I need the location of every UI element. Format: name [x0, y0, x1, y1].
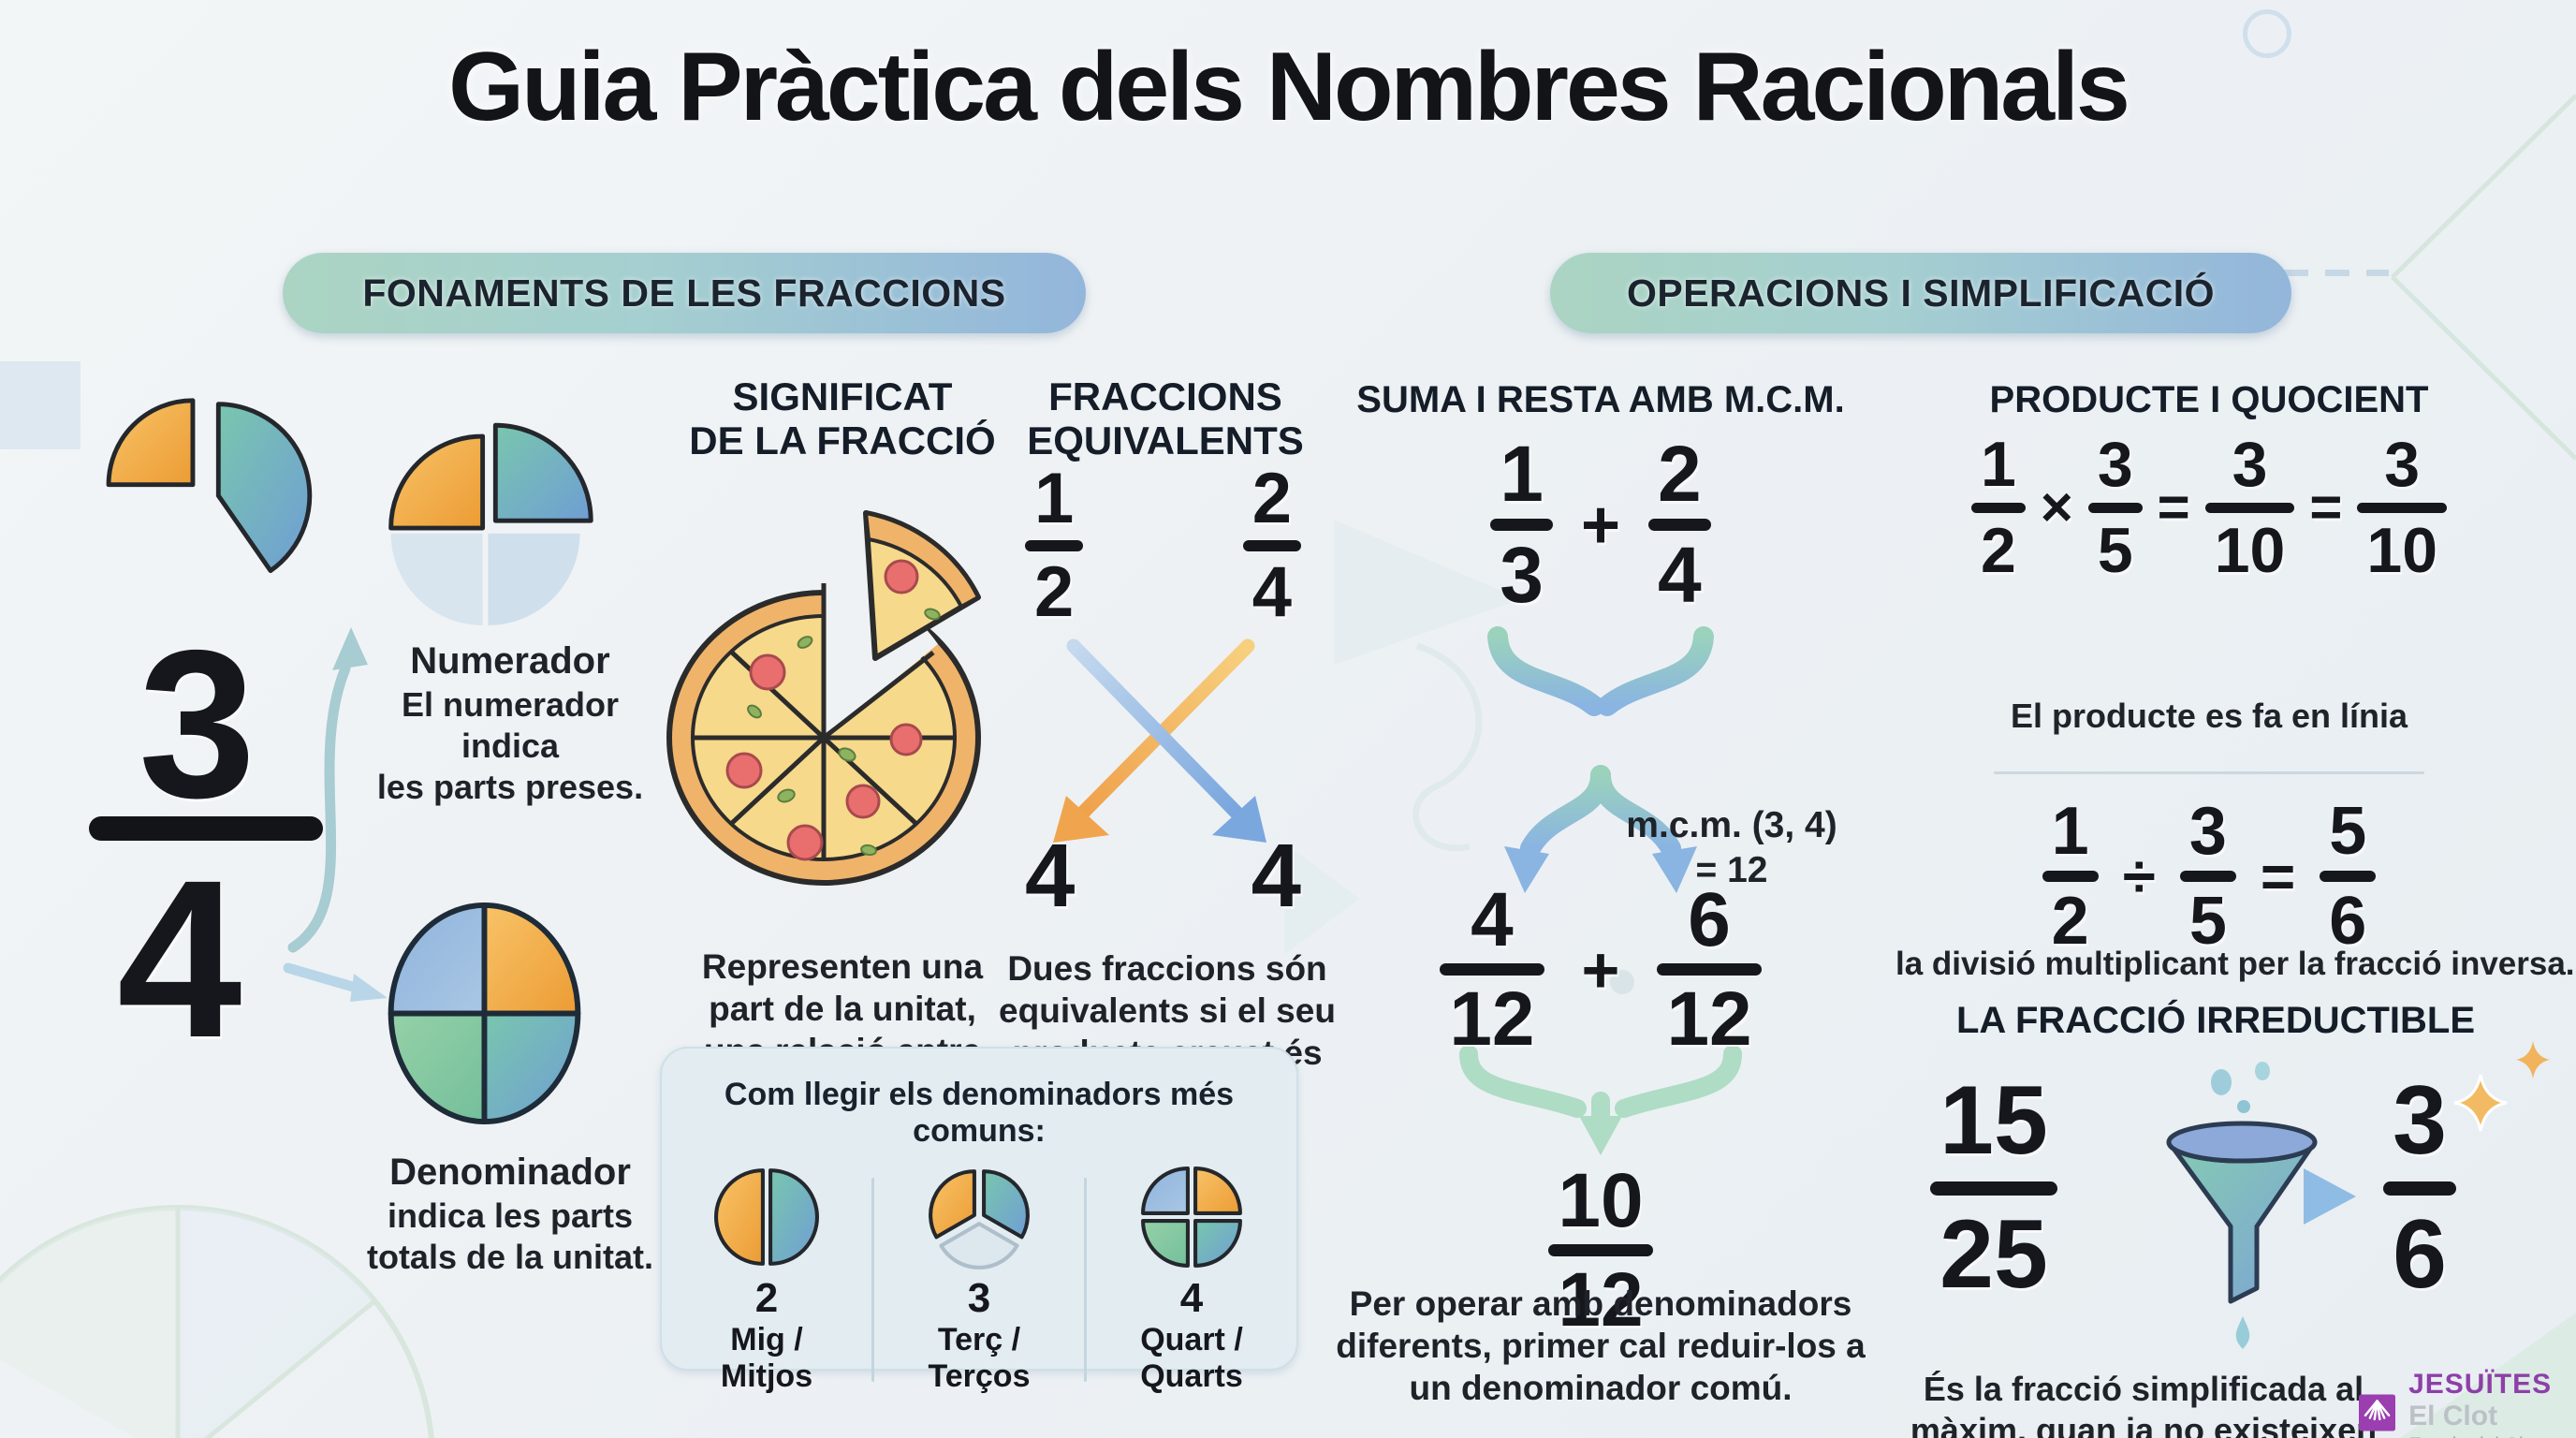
- cross-product-right: 4: [1251, 826, 1301, 926]
- section-pill-operacions: OPERACIONS I SIMPLIFICACIÓ: [1550, 253, 2291, 333]
- plus-operator: +: [1581, 932, 1620, 1006]
- logo-text: JESUÏTES El Clot Escola del Clot: [2408, 1369, 2576, 1438]
- section-pill-fonaments: FONAMENTS DE LES FRACCIONS: [283, 253, 1086, 333]
- denominator-item-2: 2 Mig / Mitjos: [662, 1165, 871, 1395]
- heading-equivalents: FRACCIONS EQUIVALENTS: [1027, 374, 1304, 463]
- irreductible-from: 15 25: [1910, 1072, 2078, 1302]
- pie-quarters-icon: [388, 902, 581, 1124]
- example-fraction-bar: [89, 816, 323, 841]
- suma-result: 10 12: [1530, 1162, 1671, 1339]
- numerator-title: Numerador: [410, 640, 610, 682]
- decor-circle-outline: [2243, 9, 2291, 58]
- divider: [1084, 1178, 1087, 1383]
- divide-operator: ÷: [2122, 843, 2156, 911]
- cross-product-left: 4: [1025, 826, 1076, 926]
- numerator-desc-line2: les parts preses.: [376, 767, 644, 806]
- decor-swirl: [1412, 642, 1483, 852]
- straight-arrow-icon: [283, 962, 388, 1002]
- quotient-note: la divisió multiplicant per la fracció i…: [1895, 946, 2575, 982]
- pie-halves-icon: [714, 1168, 819, 1266]
- mcm-note: m.c.m. (3, 4) = 12: [1626, 805, 1837, 890]
- denominator-label-block: Denominador indica les parts totals de l…: [351, 1150, 669, 1278]
- example-numerator: 3: [139, 606, 256, 842]
- divider: [871, 1178, 874, 1383]
- denominator-desc-line2: totals de la unitat.: [366, 1237, 654, 1276]
- equals-operator: =: [2309, 476, 2343, 539]
- fraction-3-10b: 3 10: [2357, 433, 2448, 581]
- decor-diamond: [2391, 94, 2576, 461]
- pie-thirds-icon: [929, 1169, 1030, 1269]
- decor-chevron: [1284, 843, 1359, 955]
- numerator-label-block: Numerador El numerador indica les parts …: [351, 638, 669, 808]
- cross-products-row: 4 4: [1025, 831, 1301, 921]
- fraction-6-12: 6 12: [1657, 881, 1762, 1058]
- decor-dashed-line: [2243, 270, 2389, 276]
- equals-operator: =: [2157, 476, 2190, 539]
- fraction-15-25: 15 25: [1930, 1072, 2057, 1302]
- decor-square: [0, 361, 80, 449]
- plus-operator: +: [1580, 487, 1621, 563]
- denominator-item-4: 4 Quart / Quarts: [1087, 1165, 1296, 1395]
- school-logo: JESUÏTES El Clot Escola del Clot: [2359, 1369, 2576, 1438]
- pie-three-quarters-icon: [388, 422, 593, 625]
- cross-arrows-icon: [1053, 638, 1266, 843]
- irreductible-desc: És la fracció simplificada al màxim, qua…: [1910, 1370, 2378, 1438]
- denominators-box-title: Com llegir els denominadors més comuns:: [724, 1077, 1235, 1149]
- converge-split-arrow-icon: [1487, 626, 1714, 893]
- fraction-4-12: 4 12: [1440, 881, 1544, 1058]
- pizza-icon: [666, 510, 981, 886]
- suma-desc: Per operar amb denominadors diferents, p…: [1336, 1284, 1866, 1408]
- fraction-10-12: 10 12: [1548, 1162, 1653, 1339]
- divider: [1994, 771, 2424, 774]
- decor-pie-outline: [0, 1205, 434, 1438]
- logo-brand-suffix: El Clot: [2408, 1401, 2498, 1431]
- fraction-3-10a: 3 10: [2204, 433, 2295, 581]
- numerator-desc-line1: El numerador indica: [401, 684, 620, 765]
- heading-significat: SIGNIFICAT DE LA FRACCIÓ: [689, 374, 996, 463]
- equals-operator: =: [2260, 843, 2296, 911]
- logo-subtitle: Escola del Clot: [2408, 1434, 2576, 1438]
- denominator-desc-line1: indica les parts: [387, 1196, 634, 1235]
- decor-corner-triangle: [2400, 1313, 2576, 1438]
- decor-dot: [1610, 970, 1634, 994]
- product-note: El producte es fa en línia: [2010, 697, 2408, 735]
- pie-fourths-icon: [1141, 1167, 1242, 1268]
- suma-expression-2: 4 12 + 6 12: [1357, 881, 1844, 1058]
- pie-two-wedges-icon: [106, 398, 313, 574]
- converge-arrow-icon: [1459, 1047, 1742, 1155]
- denominator-item-3: 3 Terç / Terços: [874, 1165, 1084, 1395]
- page-title: Guia Pràctica dels Nombres Racionals: [448, 33, 2130, 141]
- times-operator: ×: [2040, 476, 2073, 539]
- heading-suma: SUMA I RESTA AMB M.C.M.: [1356, 379, 1845, 420]
- denominators-box: Com llegir els denominadors més comuns: …: [660, 1047, 1298, 1394]
- heading-producte: PRODUCTE I QUOCIENT: [1989, 379, 2429, 420]
- logo-icon: [2359, 1394, 2396, 1431]
- decor-triangle: [1334, 520, 1521, 665]
- funnel-icon: [2111, 1062, 2356, 1349]
- example-denominator: 4: [117, 833, 242, 1084]
- denominator-title: Denominador: [389, 1152, 631, 1193]
- heading-irreductible: LA FRACCIÓ IRREDUCTIBLE: [1956, 1000, 2476, 1041]
- curved-arrow-icon: [287, 627, 368, 953]
- logo-brand: JESUÏTES: [2408, 1369, 2553, 1400]
- sparkle-icon: [2453, 1041, 2550, 1132]
